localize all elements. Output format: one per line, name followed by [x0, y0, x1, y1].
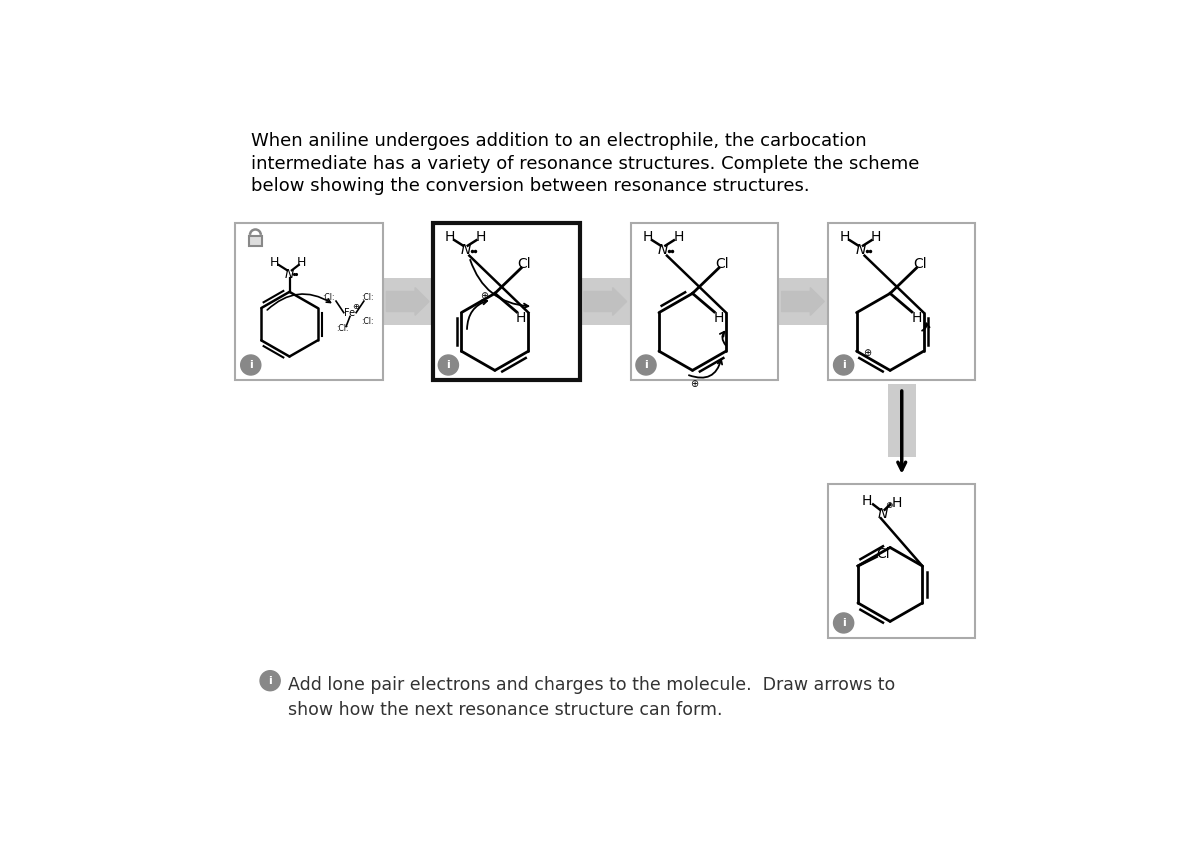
Bar: [828, 484, 976, 638]
Text: Fe: Fe: [344, 308, 355, 317]
Text: i: i: [841, 618, 846, 628]
Bar: [294, 278, 970, 325]
Text: ⊕: ⊕: [863, 347, 871, 358]
Text: :Cl:: :Cl:: [336, 323, 348, 333]
Text: :Cl:: :Cl:: [361, 292, 373, 302]
Text: N: N: [856, 243, 866, 256]
Text: Add lone pair electrons and charges to the molecule.  Draw arrows to: Add lone pair electrons and charges to t…: [288, 676, 895, 694]
Bar: [250, 237, 262, 247]
Text: Cl: Cl: [517, 257, 532, 271]
Text: :Cl:: :Cl:: [322, 292, 335, 302]
Text: H: H: [298, 256, 306, 269]
Circle shape: [834, 613, 853, 633]
Bar: [433, 223, 580, 380]
Bar: [630, 223, 778, 380]
Text: H: H: [862, 494, 872, 508]
Text: i: i: [269, 676, 272, 685]
Text: below showing the conversion between resonance structures.: below showing the conversion between res…: [251, 177, 809, 195]
Text: H: H: [516, 311, 527, 325]
Text: N: N: [461, 243, 470, 256]
Text: N: N: [658, 243, 668, 256]
Text: i: i: [446, 360, 450, 370]
Text: Cl: Cl: [876, 547, 889, 561]
Text: H: H: [673, 230, 684, 244]
Text: i: i: [248, 360, 253, 370]
Text: ⊕: ⊕: [352, 302, 359, 311]
Text: ⊕: ⊕: [884, 501, 893, 511]
Circle shape: [438, 355, 458, 375]
Text: Cl: Cl: [913, 257, 926, 271]
Bar: [888, 384, 916, 458]
Text: H: H: [445, 230, 455, 244]
Text: intermediate has a variety of resonance structures. Complete the scheme: intermediate has a variety of resonance …: [251, 155, 919, 173]
Text: N: N: [284, 268, 294, 281]
Text: H: H: [892, 496, 901, 510]
Text: ⊕: ⊕: [480, 292, 488, 302]
FancyArrow shape: [584, 287, 626, 316]
Text: H: H: [269, 256, 278, 269]
Text: H: H: [911, 311, 922, 325]
Text: ⊕: ⊕: [690, 379, 698, 390]
Text: show how the next resonance structure can form.: show how the next resonance structure ca…: [288, 701, 722, 719]
Circle shape: [834, 355, 853, 375]
FancyArrow shape: [781, 287, 824, 316]
Bar: [828, 223, 976, 380]
Circle shape: [241, 355, 260, 375]
Bar: [235, 223, 383, 380]
Circle shape: [636, 355, 656, 375]
Text: i: i: [644, 360, 648, 370]
Text: Cl: Cl: [715, 257, 728, 271]
Circle shape: [260, 671, 281, 691]
Text: H: H: [475, 230, 486, 244]
Text: :Cl:: :Cl:: [361, 317, 373, 327]
Text: H: H: [840, 230, 851, 244]
Text: When aniline undergoes addition to an electrophile, the carbocation: When aniline undergoes addition to an el…: [251, 132, 866, 150]
Text: N: N: [877, 507, 888, 520]
Text: i: i: [841, 360, 846, 370]
Text: H: H: [871, 230, 881, 244]
Text: H: H: [642, 230, 653, 244]
FancyArrow shape: [386, 287, 430, 316]
Text: H: H: [714, 311, 724, 325]
